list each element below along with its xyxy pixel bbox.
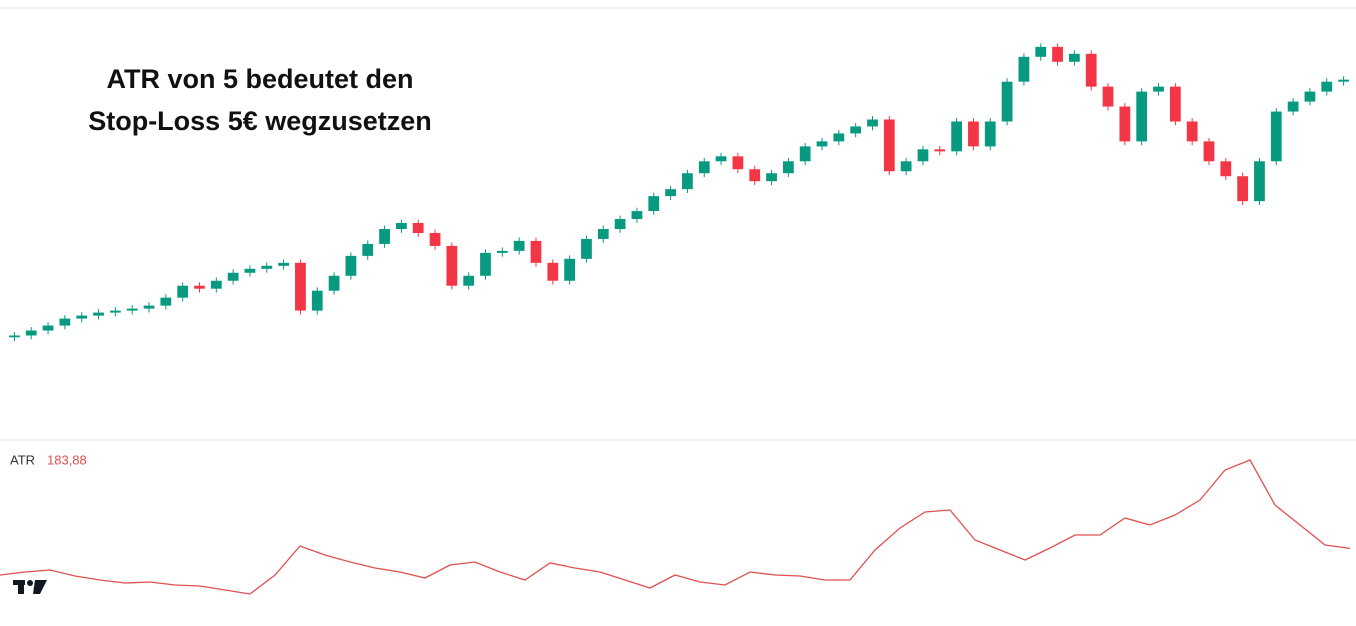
candle-body [396, 223, 407, 229]
candle-body [1270, 111, 1282, 162]
candle-body [1203, 141, 1215, 162]
candle-body [1254, 161, 1265, 202]
candle-body [109, 310, 121, 313]
candle-body [1287, 101, 1299, 112]
candle-body [76, 315, 88, 319]
candle-body [1052, 46, 1063, 62]
candle-body [227, 272, 239, 281]
candle-body [917, 149, 929, 162]
candle-body [631, 211, 643, 220]
candle-body [1220, 161, 1232, 177]
candle-body [665, 189, 676, 197]
candle-body [883, 119, 895, 172]
candle-body [547, 262, 559, 281]
atr-pane [0, 459, 1351, 595]
candle-body [446, 245, 458, 286]
candle-body [1001, 81, 1013, 122]
candle-body [379, 228, 390, 244]
annotation: ATR von 5 bedeutet den [106, 64, 413, 94]
candle-body [194, 285, 205, 289]
candle-body [1338, 79, 1349, 82]
candle-body [295, 262, 306, 311]
candle-body [984, 121, 996, 147]
candle-body [934, 149, 946, 152]
candle-body [278, 262, 289, 266]
candle-body [463, 275, 475, 286]
indicator-label: ATR [10, 452, 35, 467]
candle-body [25, 330, 37, 336]
candle-body [311, 290, 323, 311]
candle-body [1085, 53, 1097, 87]
candle-body [412, 223, 424, 233]
candle-body [766, 173, 777, 182]
candle-body [900, 161, 912, 172]
candle-body [126, 308, 138, 311]
candle-body [1136, 91, 1148, 142]
candle-body [1069, 53, 1080, 62]
candle-body [951, 121, 962, 152]
candle-body [749, 169, 761, 182]
candle-body [513, 240, 525, 251]
candle-body [530, 240, 542, 263]
candle-body [1321, 81, 1333, 92]
candle-body [177, 285, 189, 298]
candle-body [59, 318, 71, 326]
candle-body [782, 161, 794, 174]
candle-body [143, 305, 155, 309]
candle-body [210, 280, 222, 289]
candle-body [429, 232, 441, 246]
candle-body [42, 325, 54, 331]
candle-body [1119, 106, 1131, 142]
price-pane [9, 43, 1349, 342]
candle-body [614, 219, 626, 229]
candle-body [597, 228, 609, 239]
candle-body [732, 156, 744, 170]
candle-body [867, 119, 878, 127]
candle-body [648, 196, 660, 212]
annotation: Stop-Loss 5€ wegzusetzen [88, 106, 432, 136]
candle-body [1035, 46, 1047, 57]
atr-line [0, 459, 1351, 595]
candle-body [1018, 56, 1030, 82]
candle-body [1153, 86, 1164, 92]
candle-body [968, 121, 979, 147]
candle-body [816, 141, 828, 147]
indicator-value: 183,88 [47, 452, 87, 467]
candle-body [1102, 86, 1114, 107]
candle-body [345, 255, 357, 276]
candle-body [698, 161, 710, 174]
candle-body [328, 275, 340, 291]
logo [13, 580, 47, 594]
candle-body [93, 312, 104, 316]
candle-body [480, 252, 491, 276]
candle-body [362, 243, 374, 256]
candle-body [1169, 86, 1181, 122]
candle-body [850, 126, 862, 134]
candle-body [1237, 176, 1249, 202]
candle-body [581, 238, 592, 259]
candle-body [1304, 91, 1316, 102]
candle-body [682, 173, 693, 190]
candle-body [1186, 121, 1198, 142]
candle-body [833, 133, 845, 142]
candle-body [9, 335, 20, 338]
candle-body [160, 297, 172, 306]
candle-body [261, 265, 273, 269]
candle-body [496, 250, 508, 253]
candle-body [244, 268, 256, 273]
candle-body [564, 258, 576, 281]
candle-body [715, 156, 727, 162]
candle-body [799, 146, 811, 162]
